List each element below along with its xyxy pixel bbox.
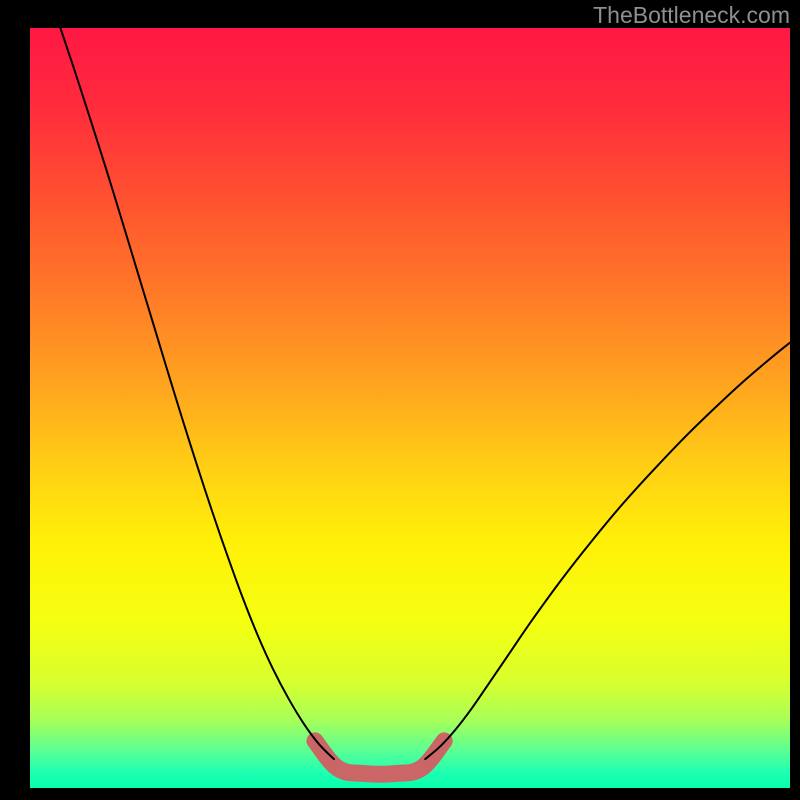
- watermark-text: TheBottleneck.com: [593, 2, 790, 29]
- bottleneck-chart: [30, 28, 790, 788]
- chart-stage: TheBottleneck.com: [0, 0, 800, 800]
- plot-background: [30, 28, 790, 788]
